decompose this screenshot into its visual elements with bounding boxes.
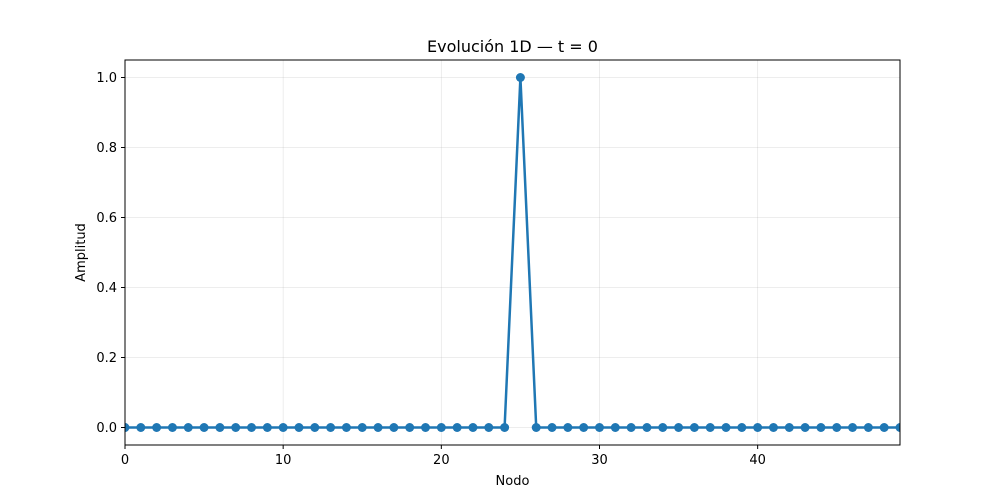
data-point — [800, 423, 810, 432]
data-point — [594, 423, 604, 432]
series-line — [125, 77, 900, 429]
data-point — [136, 423, 146, 432]
data-point — [341, 423, 351, 432]
y-tick-label: 0.2 — [96, 351, 117, 366]
y-tick-label: 0.4 — [96, 281, 117, 296]
data-point — [642, 423, 652, 432]
series-area — [125, 73, 900, 432]
data-point — [737, 423, 747, 432]
data-point — [674, 423, 684, 432]
data-point — [405, 423, 415, 432]
data-point — [421, 423, 431, 432]
data-point — [768, 423, 778, 432]
data-point — [436, 423, 446, 432]
data-point — [294, 423, 304, 432]
data-point — [183, 423, 193, 432]
x-tick-label: 0 — [121, 453, 129, 468]
data-point — [895, 423, 900, 432]
x-tick-label: 30 — [591, 453, 608, 468]
data-point — [563, 423, 573, 432]
data-point — [816, 423, 826, 432]
data-point — [167, 423, 177, 432]
x-axis-label: Nodo — [496, 474, 530, 489]
series-points — [125, 73, 900, 432]
y-axis: 0.0 0.2 0.4 0.6 0.8 1.0 — [96, 71, 125, 436]
data-point — [705, 423, 715, 432]
data-point — [247, 423, 257, 432]
data-point — [610, 423, 620, 432]
data-point — [278, 423, 288, 432]
data-point — [389, 423, 399, 432]
y-tick-label: 0.0 — [96, 421, 117, 436]
x-axis: 0 10 20 30 40 — [121, 445, 766, 468]
data-point — [310, 423, 320, 432]
data-point — [231, 423, 241, 432]
data-point — [125, 423, 130, 432]
y-tick-label: 0.8 — [96, 141, 117, 156]
data-point — [484, 423, 494, 432]
y-tick-label: 1.0 — [96, 71, 117, 86]
data-point — [689, 423, 699, 432]
data-point — [215, 423, 225, 432]
data-point — [531, 423, 541, 432]
data-point — [262, 423, 272, 432]
data-point — [468, 423, 478, 432]
x-tick-label: 40 — [749, 453, 766, 468]
x-tick-label: 10 — [275, 453, 292, 468]
data-point — [879, 423, 889, 432]
data-point — [152, 423, 162, 432]
data-point — [753, 423, 763, 432]
plot-frame — [124, 59, 901, 446]
data-point — [579, 423, 589, 432]
y-tick-label: 0.6 — [96, 211, 117, 226]
data-point — [452, 423, 462, 432]
data-point — [658, 423, 668, 432]
chart-title: Evolución 1D — t = 0 — [427, 37, 598, 56]
data-point — [721, 423, 731, 432]
x-tick-label: 20 — [433, 453, 450, 468]
data-point — [832, 423, 842, 432]
data-point — [848, 423, 858, 432]
data-point — [500, 423, 510, 432]
data-point — [515, 73, 525, 82]
data-point — [784, 423, 794, 432]
data-point — [199, 423, 209, 432]
data-point — [326, 423, 336, 432]
y-axis-label: Amplitud — [74, 223, 89, 282]
data-point — [357, 423, 367, 432]
data-point — [547, 423, 557, 432]
data-point — [626, 423, 636, 432]
data-point — [863, 423, 873, 432]
data-point — [373, 423, 383, 432]
